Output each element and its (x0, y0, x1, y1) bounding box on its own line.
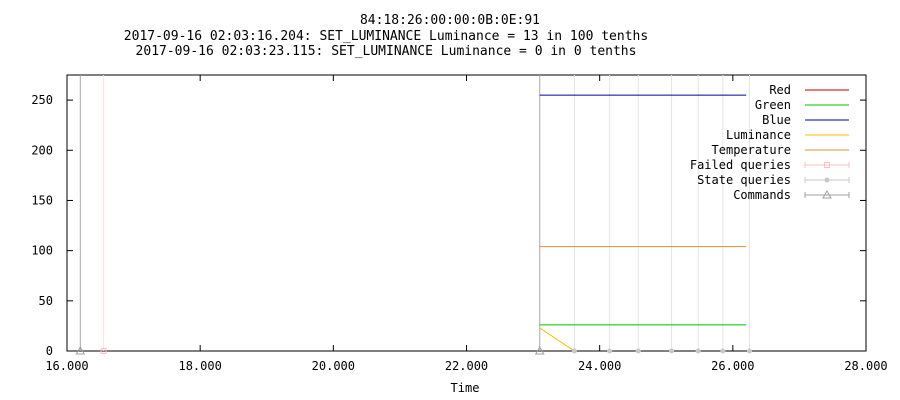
state-queries-marker-5 (720, 348, 726, 354)
state-queries-marker-0 (571, 348, 577, 354)
legend-label-commands: Commands (733, 188, 791, 202)
x-tick-label-4: 24.000 (578, 359, 621, 373)
series-line-luminance (539, 327, 575, 352)
plot-frame (66, 74, 867, 352)
state-queries-marker-3 (669, 348, 675, 354)
y-tick-label-2: 100 (31, 244, 53, 258)
legend-marker-state-queries (824, 177, 830, 183)
plot-layer: 0 50 100 150 200 250 16.000 18.000 20.000 22.000 2… (31, 74, 888, 373)
y-tick-label-3: 150 (31, 193, 53, 207)
legend-marker-failed-queries (824, 162, 830, 168)
failed-queries-marker-0 (100, 348, 107, 354)
state-queries-marker-4 (695, 348, 701, 354)
legend-marker-commands (822, 189, 832, 199)
state-queries-marker-1 (607, 348, 613, 354)
legend-label-luminance: Luminance (726, 128, 791, 142)
y-tick-label-5: 250 (31, 93, 53, 107)
y-tick-label-1: 50 (39, 294, 53, 308)
x-axis-label: Time (451, 381, 480, 395)
x-tick-label-5: 26.000 (711, 359, 754, 373)
legend-label-state-queries: State queries (697, 173, 791, 187)
commands-marker-1 (534, 345, 545, 355)
legend-label-blue: Blue (762, 113, 791, 127)
legend-label-failed-queries: Failed queries (690, 158, 791, 172)
state-queries-marker-6 (746, 348, 752, 354)
chart-title: 84:18:26:00:00:0B:0E:91 (359, 13, 540, 28)
legend-label-green: Green (755, 98, 791, 112)
chart-subtitle-line-2: 2017-09-16 02:03:23.115: SET_LUMINANCE L… (135, 44, 637, 59)
commands-marker-0 (75, 345, 86, 355)
x-tick-label-6: 28.000 (844, 359, 887, 373)
y-tick-label-0: 0 (46, 344, 53, 358)
x-tick-label-0: 16.000 (45, 359, 88, 373)
y-tick-label-4: 200 (31, 143, 53, 157)
chart-subtitle-line-1: 2017-09-16 02:03:16.204: SET_LUMINANCE L… (123, 29, 649, 44)
x-tick-label-2: 20.000 (312, 359, 355, 373)
x-tick-label-3: 22.000 (445, 359, 488, 373)
legend-label-red: Red (769, 83, 791, 97)
x-tick-label-1: 18.000 (178, 359, 221, 373)
legend-label-temperature: Temperature (712, 143, 791, 157)
state-queries-marker-2 (635, 348, 641, 354)
